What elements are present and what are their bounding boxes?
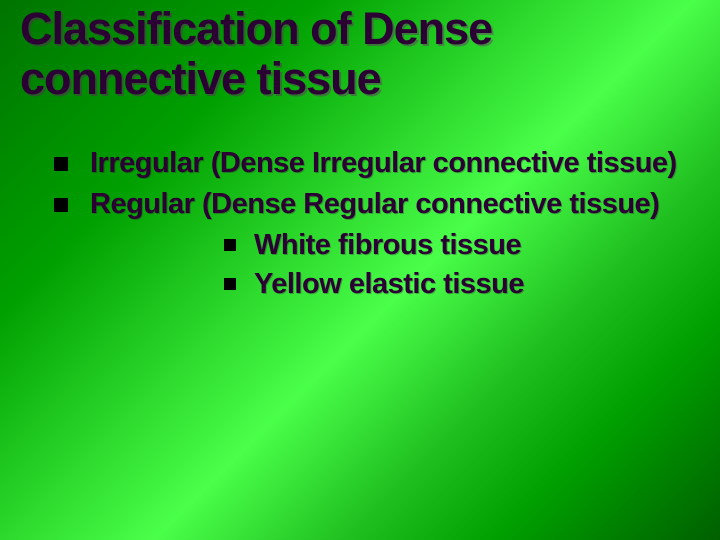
slide: Classification of Dense connective tissu… (0, 0, 720, 540)
list-item: Regular (Dense Regular connective tissue… (54, 186, 690, 223)
slide-title: Classification of Dense connective tissu… (20, 4, 700, 103)
sub-list: White fibrous tissue Yellow elastic tiss… (224, 227, 690, 303)
slide-body: Irregular (Dense Irregular connective ti… (54, 145, 690, 305)
square-bullet-icon (54, 157, 68, 171)
bullet-text: Regular (Dense Regular connective tissue… (90, 186, 659, 223)
square-bullet-icon (54, 198, 68, 212)
bullet-text: Yellow elastic tissue (254, 266, 524, 303)
list-item: White fibrous tissue (224, 227, 690, 264)
bullet-text: Irregular (Dense Irregular connective ti… (90, 145, 677, 182)
square-bullet-icon (224, 278, 236, 290)
list-item: Yellow elastic tissue (224, 266, 690, 303)
square-bullet-icon (224, 239, 236, 251)
bullet-text: White fibrous tissue (254, 227, 521, 264)
list-item: Irregular (Dense Irregular connective ti… (54, 145, 690, 182)
